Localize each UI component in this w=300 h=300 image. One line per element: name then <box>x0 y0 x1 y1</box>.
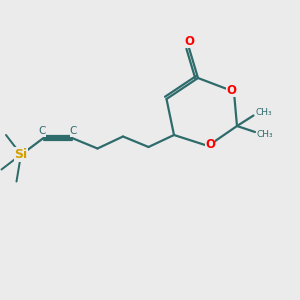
Text: O: O <box>226 83 236 97</box>
Text: C: C <box>38 126 46 136</box>
Text: CH₃: CH₃ <box>256 108 272 117</box>
Text: C: C <box>70 126 77 136</box>
Text: CH₃: CH₃ <box>256 130 273 139</box>
Text: O: O <box>205 137 215 151</box>
Text: Si: Si <box>14 148 28 161</box>
Text: O: O <box>184 35 194 48</box>
